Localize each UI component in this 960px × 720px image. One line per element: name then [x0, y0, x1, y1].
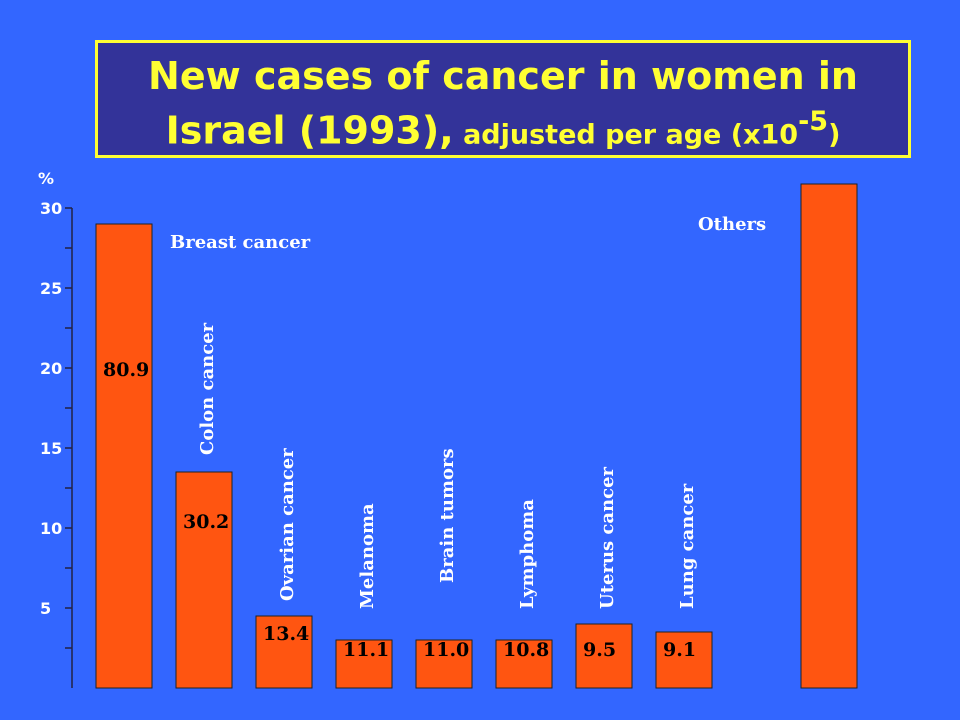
bar — [255, 615, 313, 689]
category-label: Colon cancer — [197, 322, 218, 455]
category-label: Lung cancer — [677, 483, 698, 609]
y-tick-label: 10 — [40, 519, 62, 538]
bar — [655, 631, 713, 689]
title-line-1: New cases of cancer in women in — [148, 54, 858, 98]
title-line-2-small: adjusted per age (x10 — [453, 119, 799, 151]
y-tick-label: 25 — [40, 279, 62, 298]
category-label: Uterus cancer — [597, 466, 618, 609]
bar-value-label: 10.8 — [503, 639, 549, 661]
bar-value-label: 11.0 — [423, 639, 469, 661]
bar — [335, 639, 393, 689]
bar — [800, 183, 858, 689]
title-line-2: Israel (1993), adjusted per age (x10-5) — [98, 99, 908, 159]
category-label: Ovarian cancer — [277, 448, 298, 601]
y-tick-label: 5 — [40, 599, 51, 618]
title-line-2-end: ) — [828, 119, 841, 151]
category-label: Others — [698, 214, 766, 235]
bar — [95, 223, 153, 689]
y-axis-label: % — [38, 169, 54, 188]
y-tick-label: 15 — [40, 439, 62, 458]
title-exponent: -5 — [798, 106, 829, 137]
y-tick-label: 30 — [40, 199, 62, 218]
bar — [415, 639, 473, 689]
y-tick-label: 20 — [40, 359, 62, 378]
bar-value-label: 9.1 — [663, 639, 696, 661]
category-label: Melanoma — [357, 503, 378, 609]
bar — [175, 471, 233, 689]
title-line-2-main: Israel (1993), — [165, 108, 454, 153]
category-label: Brain tumors — [437, 448, 458, 583]
bar — [495, 639, 553, 689]
bar-value-label: 30.2 — [183, 511, 229, 533]
category-label: Lymphoma — [517, 499, 538, 609]
bar-value-label: 13.4 — [263, 623, 309, 645]
bar-value-label: 9.5 — [583, 639, 616, 661]
category-label: Breast cancer — [170, 232, 311, 253]
chart-title: New cases of cancer in women in Israel (… — [95, 40, 911, 158]
bar-value-label: 80.9 — [103, 359, 149, 381]
bar — [575, 623, 633, 689]
bar-value-label: 11.1 — [343, 639, 389, 661]
